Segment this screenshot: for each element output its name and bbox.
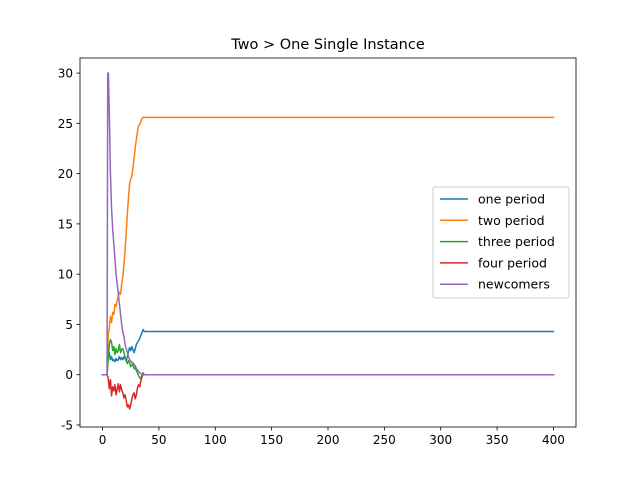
x-tick-label: 100 [204,433,227,447]
series-line-two-period [101,116,555,376]
y-tick-label: 10 [58,268,73,282]
x-tick-label: 50 [151,433,166,447]
legend: one period two period three period four per… [432,186,570,299]
legend-box [432,186,570,299]
y-tick-label: 20 [58,167,73,181]
x-tick-label: 300 [429,433,452,447]
axes-layer: 0 50 100 150 200 250 300 350 400 -5 0 5 10 15 20 25 30 [58,57,577,447]
y-tick-label: -5 [61,418,73,432]
legend-label-newcomers: newcomers [478,277,550,292]
x-tick-label: 200 [317,433,340,447]
series-line-four-period [101,373,555,410]
y-tick-label: 25 [58,117,73,131]
x-tick-label: 350 [486,433,509,447]
x-tick-label: 150 [260,433,283,447]
series-line-newcomers [101,72,555,376]
y-tick-label: 15 [58,217,73,231]
legend-label-three-period: three period [478,234,555,249]
y-tick-label: 5 [65,318,73,332]
y-tick-label: 0 [65,368,73,382]
y-tick-label: 30 [58,67,73,81]
legend-label-four-period: four period [478,255,547,270]
series-layer [101,72,555,410]
x-tick-label: 0 [99,433,107,447]
legend-label-two-period: two period [478,213,545,228]
legend-label-one-period: one period [478,192,545,207]
x-tick-label: 250 [373,433,396,447]
chart-title: Two > One Single Instance [230,37,425,53]
x-tick-label: 400 [542,433,565,447]
series-line-three-period [101,338,555,380]
